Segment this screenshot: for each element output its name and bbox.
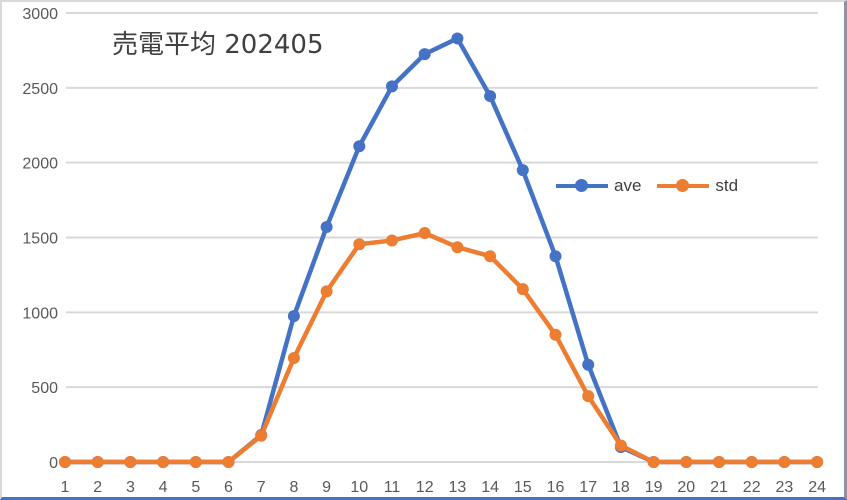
data-point-std[interactable]: [189, 456, 202, 468]
x-tick-label: 7: [257, 479, 266, 496]
x-tick-label: 4: [159, 479, 168, 496]
data-point-std[interactable]: [59, 456, 71, 468]
data-point-std[interactable]: [124, 456, 137, 468]
data-point-std[interactable]: [157, 456, 170, 468]
x-tick-label: 20: [677, 479, 695, 496]
x-tick-label: 5: [191, 479, 200, 496]
data-point-ave[interactable]: [386, 80, 398, 93]
legend-label: ave: [614, 176, 642, 195]
x-tick-label: 1: [61, 479, 70, 496]
data-point-ave[interactable]: [484, 90, 497, 103]
x-tick-label: 6: [224, 479, 233, 496]
y-tick-label: 2500: [22, 81, 58, 98]
data-point-ave[interactable]: [516, 164, 529, 177]
data-point-std[interactable]: [745, 456, 758, 468]
data-point-std[interactable]: [320, 285, 333, 298]
data-point-ave[interactable]: [451, 32, 464, 45]
data-point-ave[interactable]: [418, 48, 431, 61]
data-point-std[interactable]: [287, 351, 300, 364]
y-tick-label: 500: [31, 380, 58, 397]
data-point-std[interactable]: [91, 456, 104, 468]
legend-item-ave[interactable]: ave: [556, 176, 641, 196]
y-tick-label: 2000: [22, 156, 58, 173]
x-tick-label: 10: [350, 479, 368, 496]
x-tick-label: 21: [710, 479, 728, 496]
chart-legend: ave std: [556, 176, 754, 196]
data-point-ave[interactable]: [287, 310, 300, 323]
data-point-std[interactable]: [680, 456, 693, 468]
data-point-std[interactable]: [713, 456, 725, 468]
series-line-ave: [62, 36, 820, 465]
data-point-std[interactable]: [222, 456, 235, 468]
series-line-std: [62, 230, 820, 465]
x-tick-label: 8: [289, 479, 298, 496]
x-tick-label: 14: [481, 479, 499, 496]
x-tick-label: 17: [579, 479, 597, 496]
y-tick-label: 1500: [22, 231, 58, 248]
x-tick-label: 15: [514, 479, 532, 496]
x-tick-label: 23: [776, 479, 794, 496]
legend-marker-line-icon: [556, 176, 608, 196]
data-point-std[interactable]: [778, 456, 791, 468]
data-point-std[interactable]: [255, 429, 268, 442]
data-point-std[interactable]: [418, 227, 431, 240]
data-point-ave[interactable]: [549, 250, 562, 263]
data-point-std[interactable]: [386, 234, 398, 247]
x-tick-label: 2: [93, 479, 102, 496]
data-point-std[interactable]: [549, 328, 562, 341]
x-tick-label: 22: [743, 479, 761, 496]
chart-title: 売電平均 202405: [112, 30, 324, 60]
data-point-std[interactable]: [451, 241, 464, 254]
x-tick-label: 11: [384, 479, 401, 496]
y-tick-label: 1000: [22, 305, 58, 322]
y-tick-label: 3000: [22, 6, 58, 23]
data-point-std[interactable]: [516, 283, 529, 296]
legend-marker-line-icon: [657, 176, 710, 196]
x-tick-label: 18: [612, 479, 630, 496]
legend-item-std[interactable]: std: [657, 176, 738, 196]
data-point-std[interactable]: [582, 390, 595, 403]
data-point-std[interactable]: [811, 456, 824, 468]
x-tick-label: 24: [808, 479, 826, 496]
data-point-std[interactable]: [484, 250, 497, 263]
legend-label: std: [715, 176, 739, 195]
x-tick-label: 16: [547, 479, 565, 496]
x-tick-label: 12: [416, 479, 434, 496]
data-point-ave[interactable]: [582, 358, 595, 371]
data-point-std[interactable]: [647, 456, 660, 468]
x-tick-label: 9: [322, 479, 331, 496]
data-point-ave[interactable]: [353, 140, 366, 153]
data-point-std[interactable]: [614, 439, 627, 452]
y-tick-label: 0: [49, 455, 58, 472]
x-tick-label: 19: [645, 479, 663, 496]
data-point-std[interactable]: [353, 238, 366, 251]
x-tick-label: 3: [126, 479, 135, 496]
data-point-ave[interactable]: [320, 221, 333, 234]
x-tick-label: 13: [449, 479, 467, 496]
